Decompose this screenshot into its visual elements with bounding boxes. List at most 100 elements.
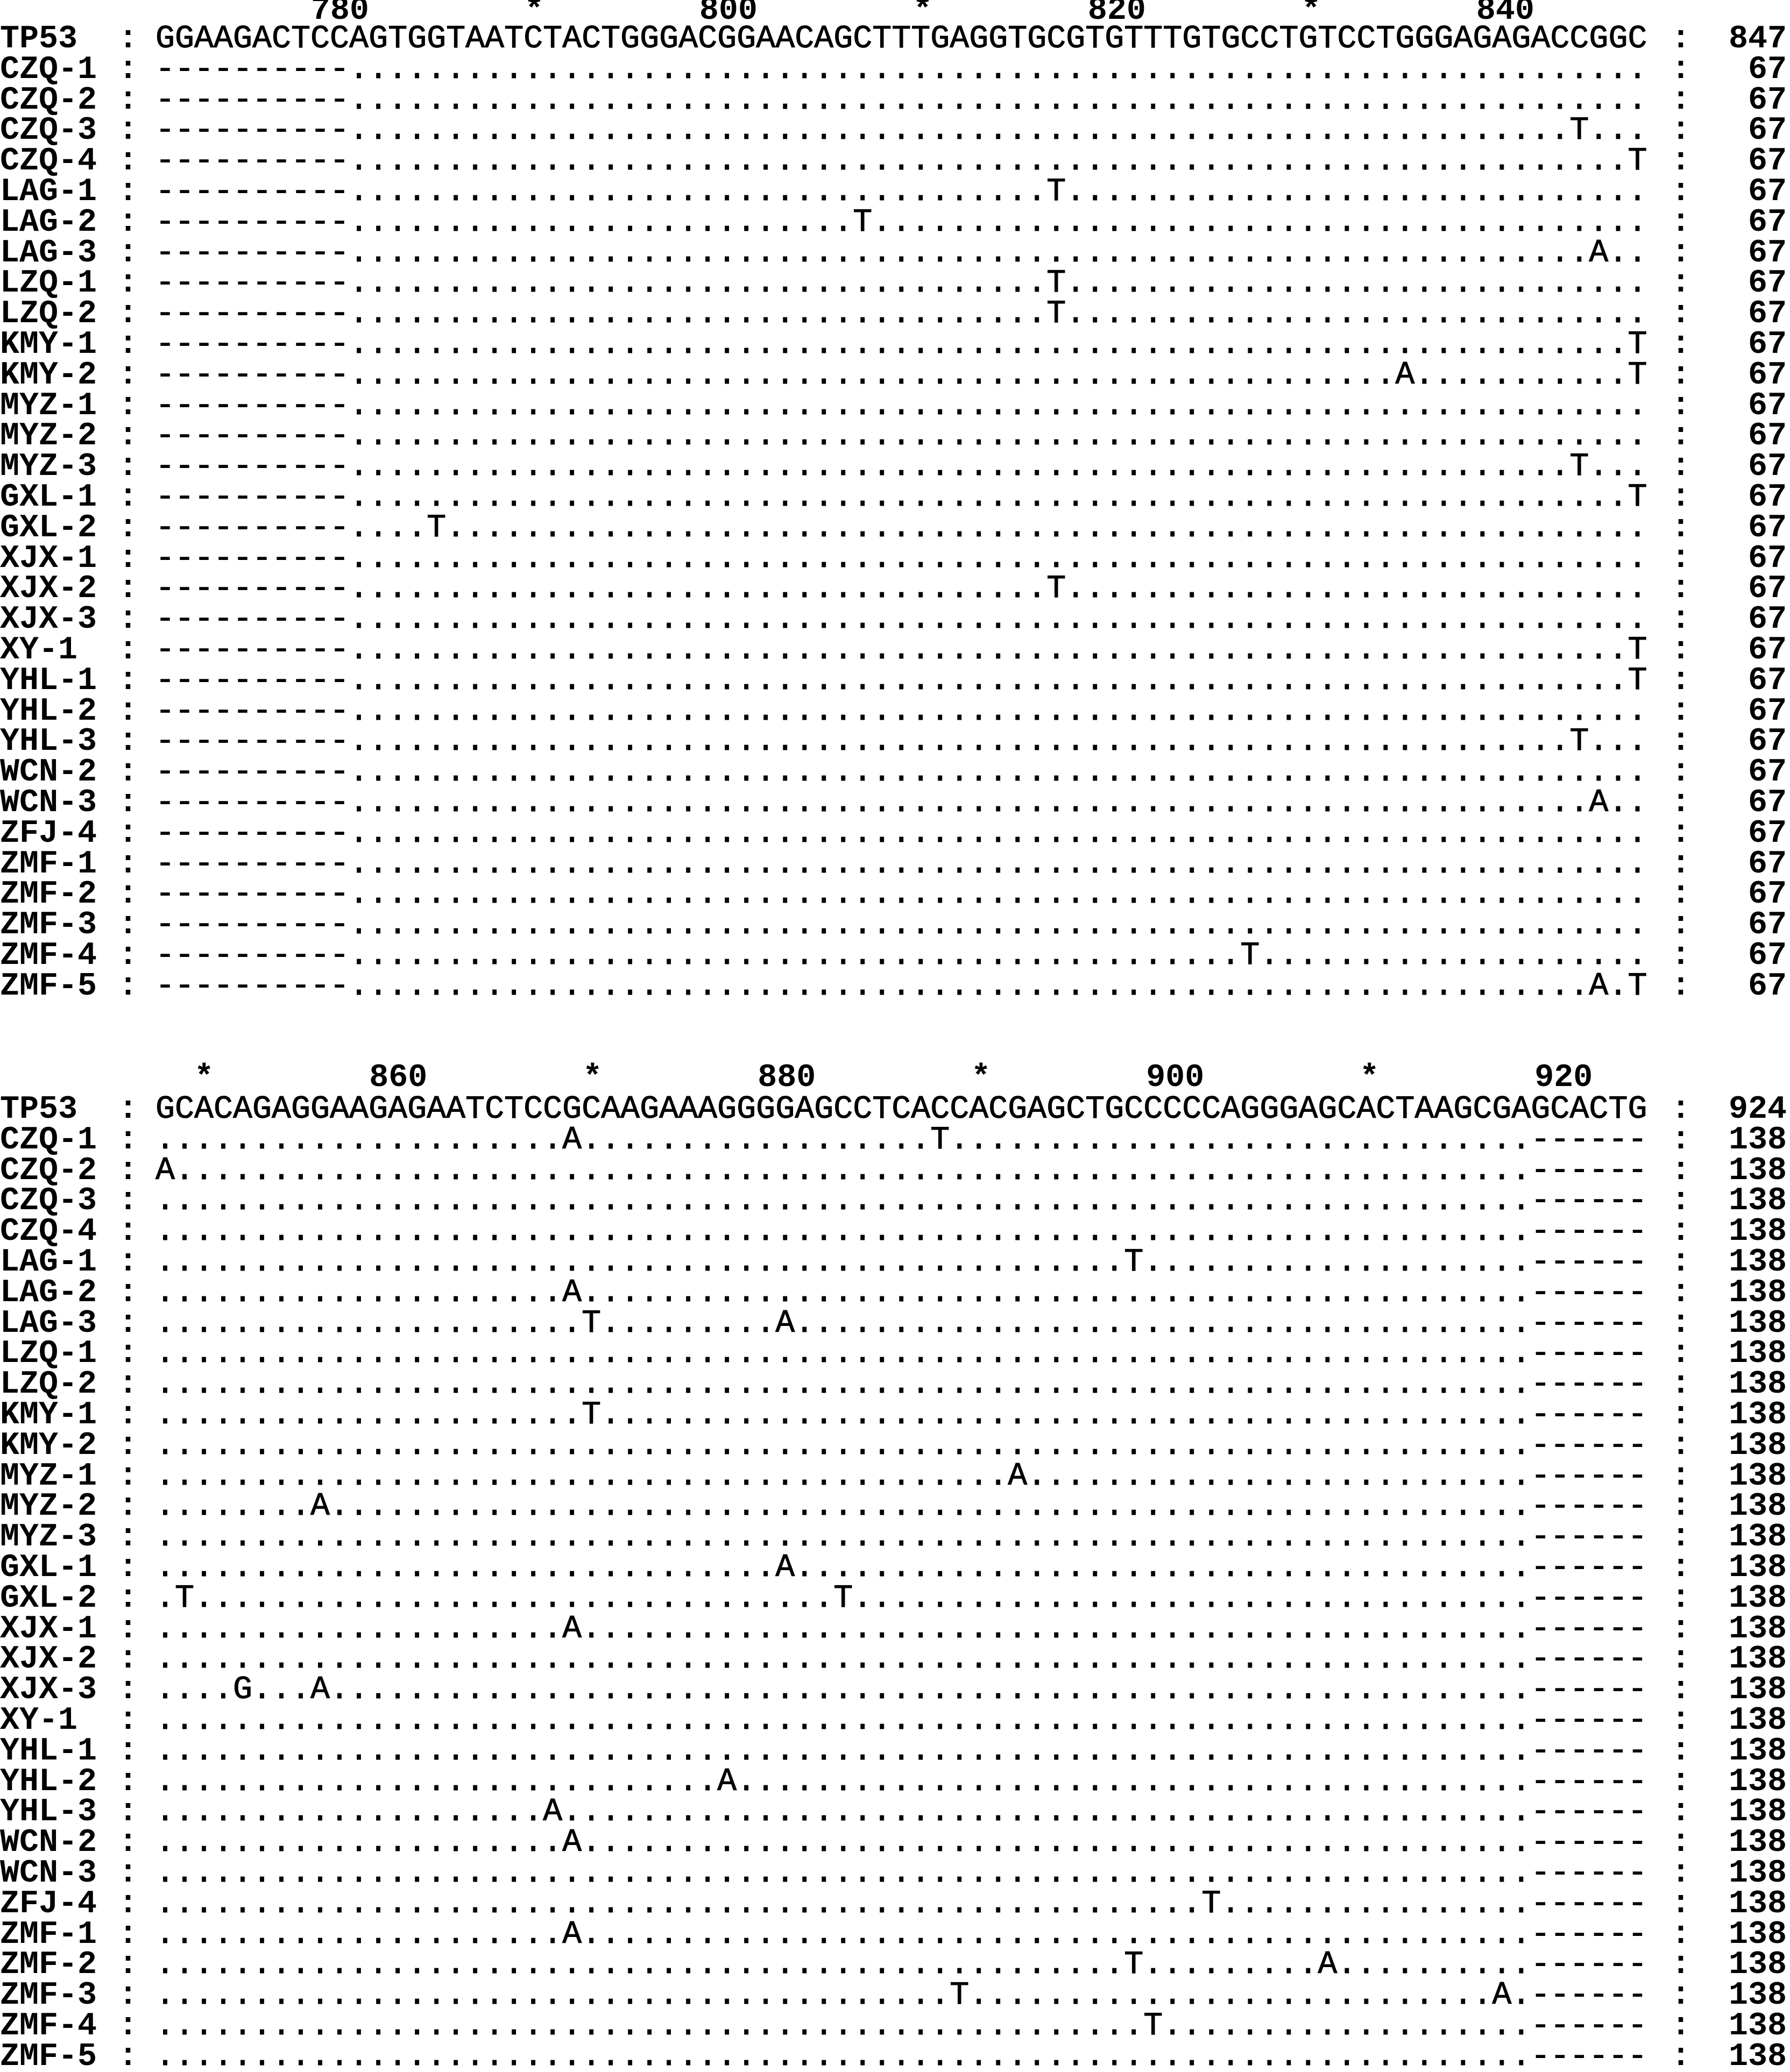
ruler-label: 880 (758, 1060, 816, 1096)
sequence: .T.................................T....… (155, 1580, 1647, 1617)
sequence: ......................T.................… (155, 1397, 1647, 1434)
separator: : (118, 1122, 138, 1159)
sequence-name: MYZ-2 (0, 418, 97, 455)
residue-count: 67 (1747, 82, 1787, 119)
residue-count: 138 (1728, 1610, 1787, 1648)
separator: : (1671, 1580, 1691, 1617)
separator: : (1671, 662, 1691, 699)
sequence-name: XJX-1 (0, 540, 97, 577)
separator: : (1671, 968, 1691, 1005)
residue-count: 67 (1747, 907, 1787, 944)
sequence: ........................................… (155, 1641, 1647, 1678)
sequence: ----------..............................… (155, 815, 1647, 852)
separator: : (118, 479, 138, 516)
sequence: ......................T.........A.......… (155, 1305, 1647, 1342)
sequence-name: ZMF-3 (0, 907, 97, 944)
separator: : (118, 1977, 138, 2014)
residue-count: 67 (1747, 174, 1787, 210)
sequence: ----------..............................… (155, 387, 1647, 424)
separator: : (118, 1366, 138, 1403)
sequence: ----------..............................… (155, 112, 1647, 150)
separator: : (1671, 571, 1691, 608)
sequence: .............................A..........… (155, 1763, 1647, 1800)
separator: : (1671, 1763, 1691, 1800)
separator: : (1671, 1641, 1691, 1678)
separator: : (1671, 907, 1691, 944)
sequence-name: ZMF-5 (0, 2038, 97, 2072)
sequence-name: XY-1 (0, 1702, 78, 1739)
separator: : (1671, 509, 1691, 547)
sequence: ........A...............................… (155, 1488, 1647, 1525)
separator: : (1671, 1672, 1691, 1709)
residue-count: 138 (1728, 1458, 1787, 1495)
sequence: ........................................… (155, 1977, 1647, 2014)
residue-count: 138 (1728, 2008, 1787, 2045)
residue-count: 138 (1728, 1488, 1787, 1525)
separator: : (1671, 1794, 1691, 1831)
ruler-label: 840 (1476, 0, 1534, 29)
sequence: ----------..............................… (155, 296, 1647, 333)
separator: : (118, 509, 138, 547)
separator: : (118, 1550, 138, 1586)
sequence: ........................................… (155, 1244, 1647, 1281)
sequence: A.......................................… (155, 1152, 1647, 1189)
separator: : (118, 296, 138, 333)
separator: : (118, 112, 138, 150)
ruler-label: * (194, 1060, 214, 1096)
residue-count: 67 (1747, 846, 1787, 883)
sequence-name: CZQ-4 (0, 143, 97, 180)
residue-count: 67 (1747, 571, 1787, 608)
separator: : (118, 1091, 138, 1128)
separator: : (118, 1488, 138, 1525)
separator: : (118, 1855, 138, 1892)
sequence-name: WCN-3 (0, 1855, 97, 1892)
sequence-name: KMY-1 (0, 327, 97, 363)
separator: : (1671, 296, 1691, 333)
separator: : (1671, 1550, 1691, 1586)
residue-count: 67 (1747, 693, 1787, 730)
residue-count: 138 (1728, 1580, 1787, 1617)
separator: : (118, 1427, 138, 1464)
residue-count: 138 (1728, 1977, 1787, 2014)
ruler-label: * (971, 1060, 991, 1096)
sequence-name: YHL-2 (0, 693, 97, 730)
sequence: ........................................… (155, 1183, 1647, 1220)
separator: : (1671, 1214, 1691, 1251)
separator: : (1671, 1091, 1691, 1128)
sequence: ----------..............................… (155, 571, 1647, 608)
separator: : (118, 387, 138, 424)
separator: : (1671, 1702, 1691, 1739)
sequence-name: CZQ-1 (0, 51, 97, 88)
sequence-name: CZQ-2 (0, 82, 97, 119)
ruler-label: * (583, 1060, 603, 1096)
residue-count: 67 (1747, 938, 1787, 974)
sequence: ----------..............................… (155, 968, 1647, 1005)
ruler-label: 920 (1534, 1060, 1593, 1096)
separator: : (1671, 1427, 1691, 1464)
separator: : (118, 2038, 138, 2072)
sequence: ........................................… (155, 1366, 1647, 1403)
residue-count: 138 (1728, 1885, 1787, 1922)
sequence: ........................................… (155, 1855, 1647, 1892)
sequence: ----------..............................… (155, 418, 1647, 455)
separator: : (118, 1397, 138, 1434)
separator: : (1671, 1244, 1691, 1281)
sequence-name: XJX-1 (0, 1610, 97, 1648)
separator: : (118, 1672, 138, 1709)
separator: : (118, 785, 138, 821)
sequence: ----------..............................… (155, 143, 1647, 180)
separator: : (118, 1825, 138, 1862)
separator: : (118, 876, 138, 913)
sequence: ----------..............................… (155, 479, 1647, 516)
separator: : (1671, 112, 1691, 150)
sequence-name: GXL-1 (0, 479, 97, 516)
separator: : (1671, 1825, 1691, 1862)
separator: : (118, 174, 138, 210)
separator: : (1671, 143, 1691, 180)
sequence: ----------..............................… (155, 693, 1647, 730)
sequence-name: MYZ-1 (0, 387, 97, 424)
residue-count: 67 (1747, 387, 1787, 424)
separator: : (118, 1214, 138, 1251)
residue-count: 138 (1728, 1397, 1787, 1434)
sequence-name: ZMF-4 (0, 938, 97, 974)
